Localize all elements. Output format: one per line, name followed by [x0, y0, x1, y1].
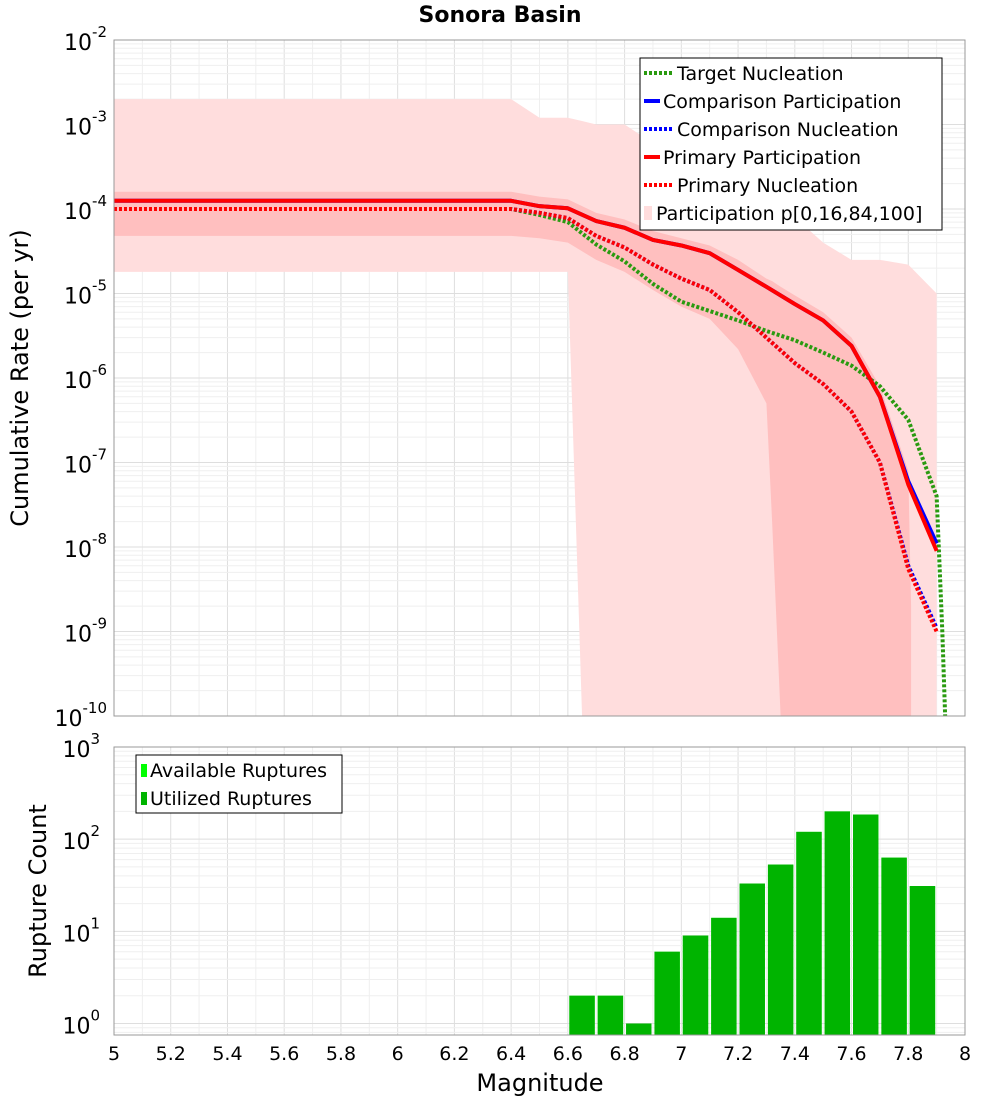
legend-label-available-ruptures: Available Ruptures	[150, 760, 327, 782]
participation-band-p16-p84	[114, 191, 912, 717]
x-tick-label: 7.6	[836, 1043, 866, 1065]
legend-swatch-available-ruptures	[141, 764, 147, 777]
utilized-ruptures-bar	[711, 917, 737, 1035]
utilized-ruptures-bar	[909, 886, 936, 1035]
bottom-y-axis-label: Rupture Count	[24, 804, 52, 978]
legend-label-participation-band: Participation p[0,16,84,100]	[656, 203, 922, 225]
legend-label-target-nucleation: Target Nucleation	[676, 63, 844, 85]
legend-label-comparison-participation: Comparison Participation	[663, 91, 901, 113]
x-tick-label: 6.4	[496, 1043, 526, 1065]
utilized-ruptures-bar	[824, 811, 851, 1035]
top-y-tick-label: 10-2	[64, 23, 107, 56]
top-y-tick-label: 10-5	[64, 277, 107, 310]
utilized-ruptures-bar	[853, 814, 879, 1035]
bottom-legend: Available Ruptures Utilized Ruptures	[135, 754, 343, 814]
top-legend-box	[639, 57, 943, 231]
x-tick-label: 6	[392, 1043, 404, 1065]
legend-label-primary-participation: Primary Participation	[663, 147, 861, 169]
bottom-bars	[569, 811, 936, 1035]
legend-label-comparison-nucleation: Comparison Nucleation	[677, 119, 899, 141]
top-legend: Target Nucleation Comparison Participati…	[639, 57, 943, 231]
top-y-tick-label: 10-9	[64, 615, 107, 648]
participation-band-p0-p100	[114, 99, 937, 716]
top-y-axis-label: Cumulative Rate (per yr)	[6, 229, 34, 527]
bottom-legend-box	[135, 754, 343, 814]
x-tick-label: 6.2	[439, 1043, 469, 1065]
top-y-tick-label: 10-6	[64, 361, 107, 394]
top-percentile-bands	[114, 99, 937, 717]
utilized-ruptures-bar	[767, 864, 794, 1035]
utilized-ruptures-bar	[881, 857, 907, 1035]
target-nucleation-line	[114, 207, 948, 717]
primary-participation-line	[114, 198, 939, 552]
bottom-y-tick-label: 102	[62, 822, 100, 855]
legend-swatch-participation-band	[644, 206, 652, 220]
utilized-ruptures-bar	[796, 831, 822, 1035]
top-plot-frame	[113, 39, 966, 717]
utilized-ruptures-bar	[682, 935, 709, 1035]
utilized-ruptures-bar	[626, 1023, 652, 1035]
primary-nucleation-line	[114, 207, 939, 633]
x-tick-label: 7.8	[893, 1043, 923, 1065]
x-tick-label: 6.6	[553, 1043, 583, 1065]
utilized-ruptures-bar	[597, 995, 624, 1035]
top-y-tick-label: 10-8	[64, 530, 107, 563]
top-y-tick-labels: 10-2 10-3 10-4 10-5 10-6 10-7 10-8 10-9 10-10	[55, 23, 108, 732]
x-tick-label: 6.8	[609, 1043, 639, 1065]
top-y-tick-label: 10-3	[64, 108, 107, 141]
top-series-lines	[114, 198, 948, 717]
legend-label-utilized-ruptures: Utilized Ruptures	[150, 788, 312, 810]
bottom-panel: 103 102 101 100 5 5.2 5.4 5.6 5.8 6 6.2 6.4 6.6 6.8 7…	[24, 730, 971, 1097]
x-tick-label: 5.8	[326, 1043, 356, 1065]
x-tick-label: 5.4	[212, 1043, 242, 1065]
bottom-y-tick-label: 103	[62, 730, 100, 763]
x-tick-label: 5	[108, 1043, 120, 1065]
bottom-y-tick-label: 100	[62, 1006, 100, 1039]
x-axis-label: Magnitude	[476, 1069, 603, 1097]
chart-title: Sonora Basin	[418, 3, 581, 28]
x-tick-labels: 5 5.2 5.4 5.6 5.8 6 6.2 6.4 6.6 6.8 7 7.2 7.4 7.6 7.8 8	[108, 1043, 971, 1065]
x-tick-label: 7	[675, 1043, 687, 1065]
x-tick-label: 8	[959, 1043, 971, 1065]
utilized-ruptures-bar	[569, 995, 595, 1035]
x-tick-label: 5.2	[156, 1043, 186, 1065]
legend-label-primary-nucleation: Primary Nucleation	[677, 175, 858, 197]
x-tick-label: 7.2	[723, 1043, 753, 1065]
top-panel: 10-2 10-3 10-4 10-5 10-6 10-7 10-8 10-9 10-10 Cu…	[6, 23, 966, 732]
x-tick-label: 5.6	[269, 1043, 299, 1065]
utilized-ruptures-bar	[654, 951, 680, 1035]
bottom-y-tick-labels: 103 102 101 100	[62, 730, 100, 1039]
x-tick-label: 7.4	[780, 1043, 810, 1065]
top-y-tick-label: 10-10	[55, 699, 108, 732]
utilized-ruptures-bar	[739, 883, 765, 1035]
top-y-tick-label: 10-4	[64, 192, 107, 225]
bottom-plot-frame	[113, 746, 966, 1036]
bottom-y-tick-label: 101	[62, 914, 100, 947]
top-y-tick-label: 10-7	[64, 446, 107, 479]
legend-swatch-utilized-ruptures	[141, 792, 147, 805]
